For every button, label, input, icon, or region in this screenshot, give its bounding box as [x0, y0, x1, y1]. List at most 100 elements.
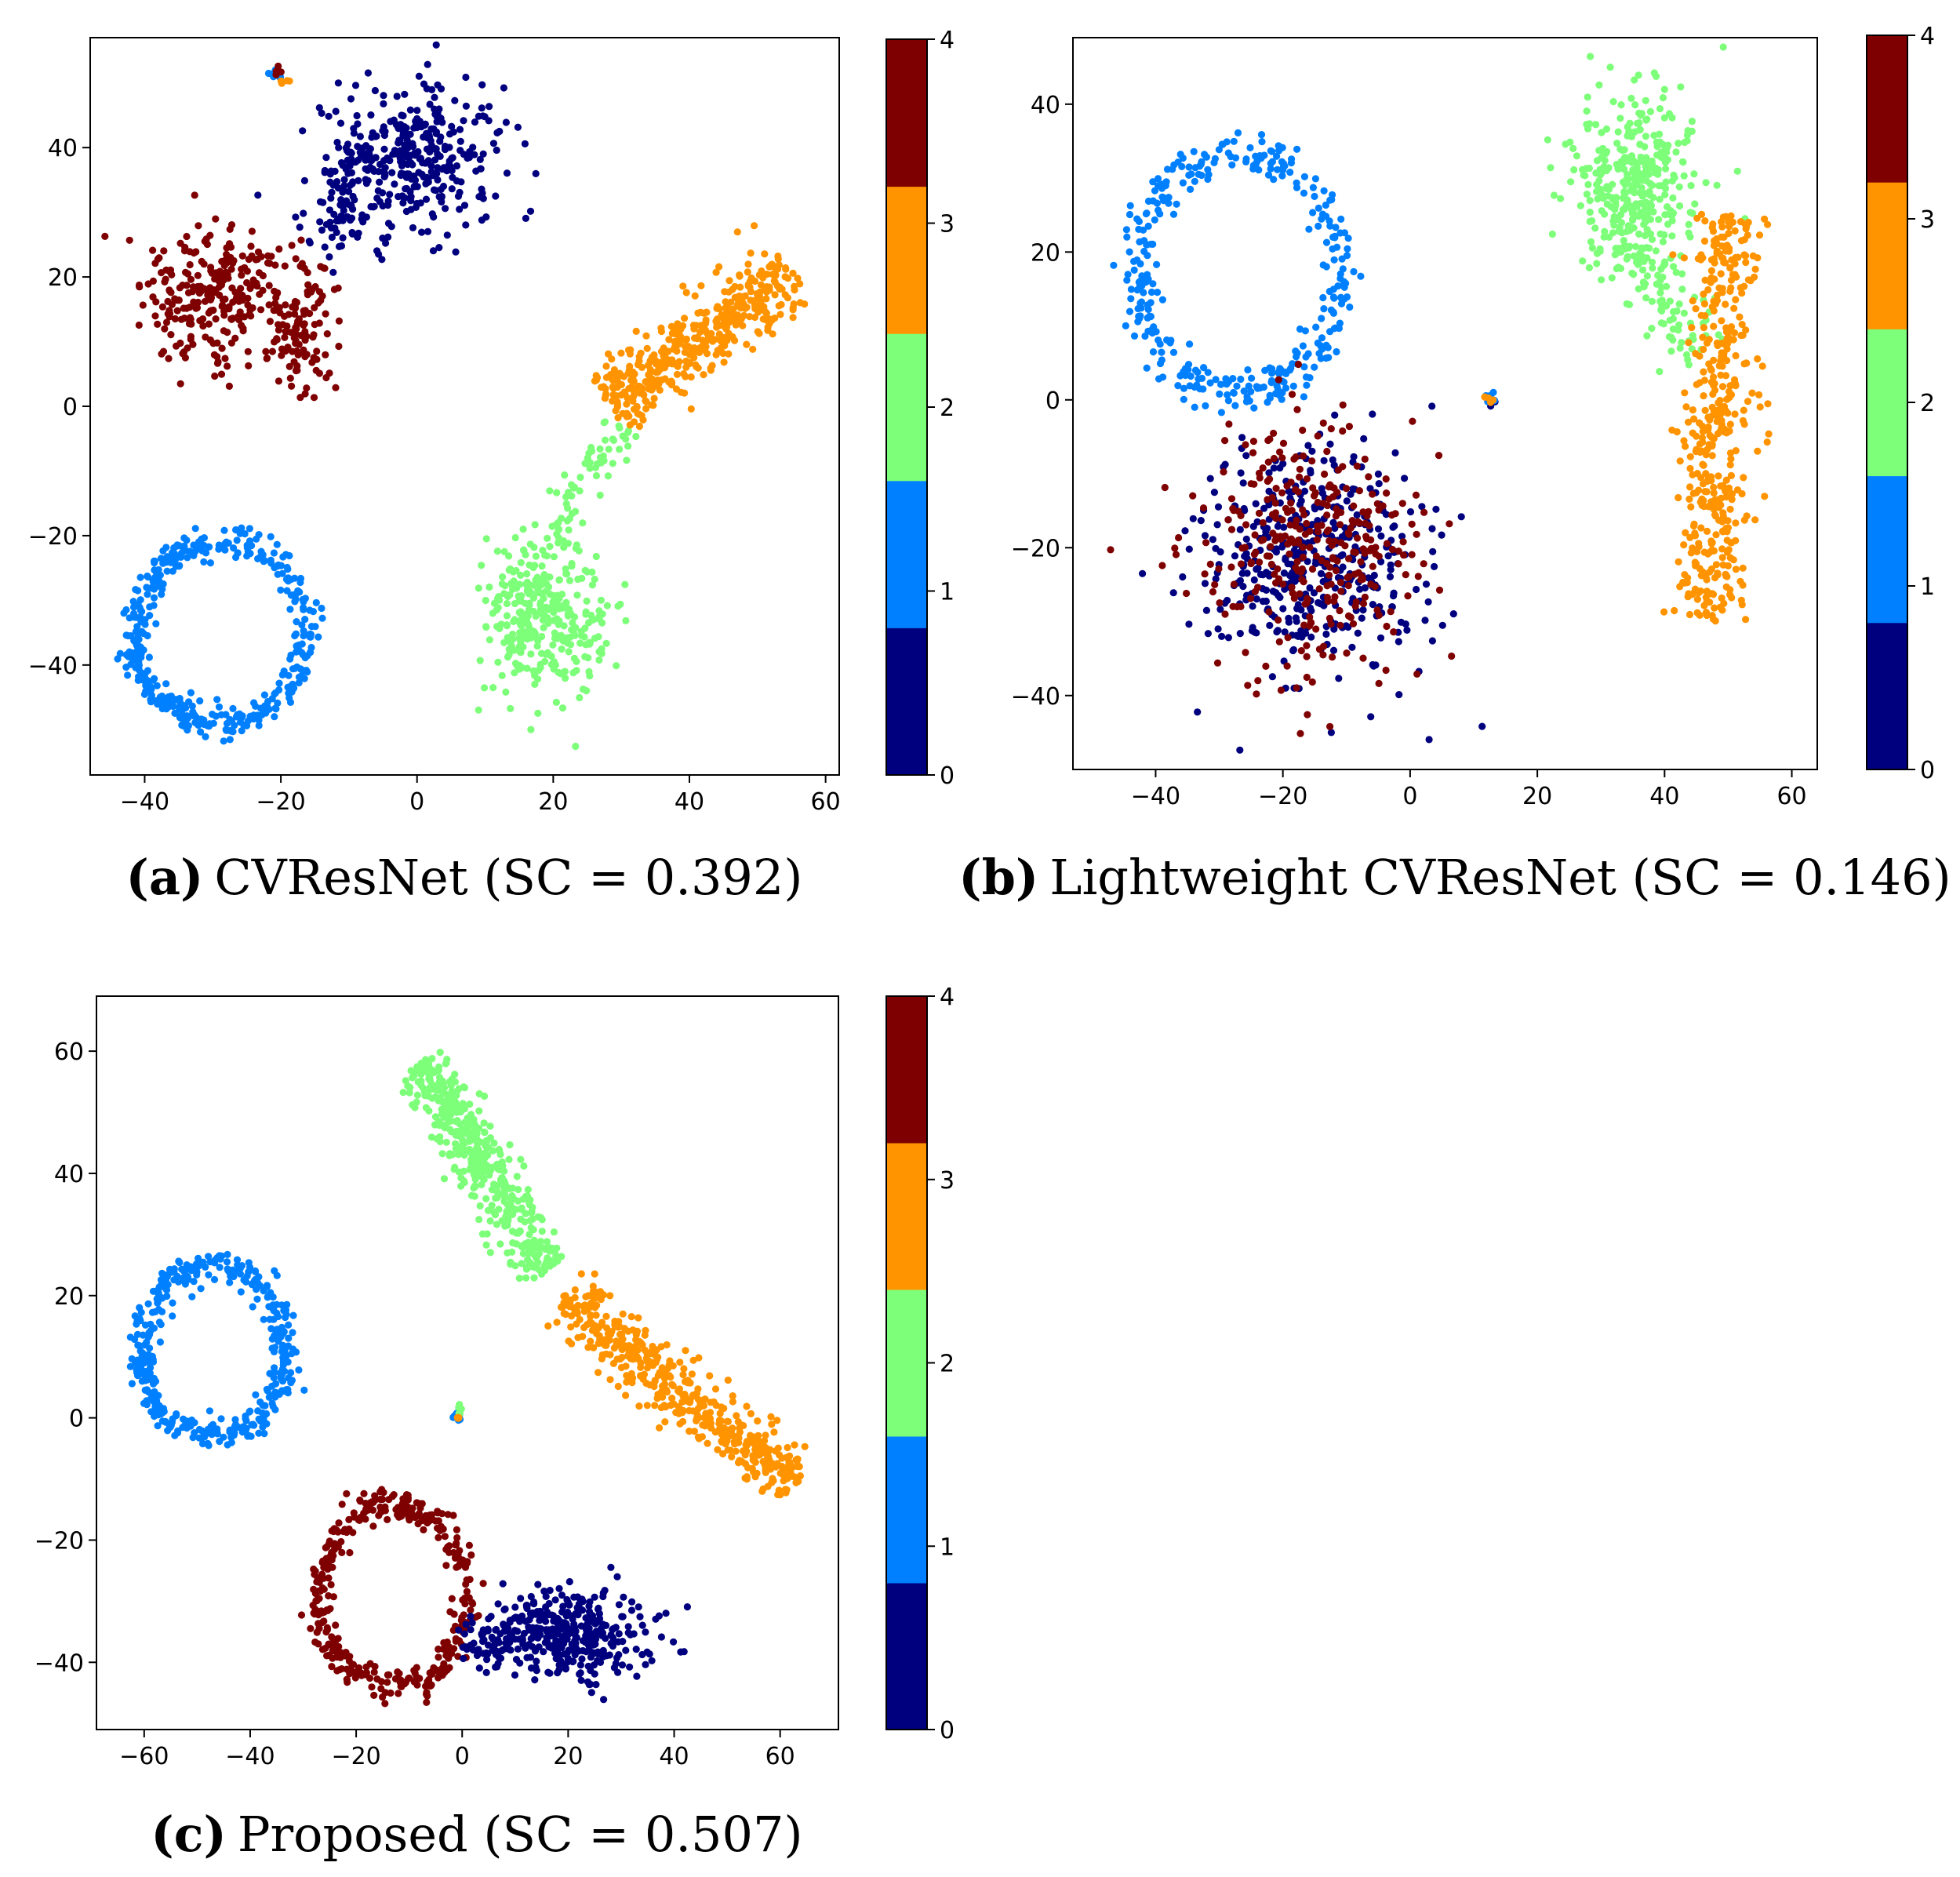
scatter-point-class-4 [1387, 608, 1395, 616]
scatter-point-class-2 [586, 464, 594, 472]
scatter-point-class-2 [1660, 85, 1668, 93]
scatter-point-class-0 [1285, 618, 1293, 626]
scatter-point-class-4 [1319, 642, 1328, 650]
scatter-point-class-4 [176, 284, 184, 292]
scatter-point-class-4 [273, 335, 281, 343]
scatter-point-class-2 [451, 1163, 459, 1171]
scatter-point-class-1 [275, 679, 283, 687]
scatter-point-class-1 [282, 1386, 290, 1394]
scatter-point-class-0 [296, 224, 304, 231]
scatter-point-class-0 [448, 185, 456, 193]
scatter-point-class-4 [1265, 608, 1273, 616]
scatter-point-class-3 [1707, 477, 1715, 485]
scatter-point-class-4 [263, 355, 271, 362]
scatter-point-class-3 [703, 329, 711, 336]
scatter-point-class-0 [526, 207, 535, 215]
scatter-point-class-2 [538, 562, 546, 570]
scatter-point-class-1 [136, 676, 145, 684]
scatter-point-class-1 [1144, 301, 1151, 309]
scatter-point-class-4 [1327, 620, 1335, 628]
scatter-point-class-4 [254, 248, 263, 256]
scatter-point-class-4 [1357, 558, 1365, 566]
scatter-point-class-3 [1698, 422, 1707, 430]
scatter-point-class-4 [151, 260, 159, 267]
scatter-point-class-2 [555, 534, 563, 542]
scatter-point-class-2 [542, 603, 551, 611]
scatter-point-class-2 [595, 633, 602, 641]
scatter-point-class-1 [1151, 187, 1159, 195]
scatter-point-class-3 [1723, 242, 1731, 249]
scatter-point-class-1 [1137, 304, 1145, 312]
scatter-point-class-2 [438, 1098, 446, 1106]
scatter-point-class-2 [1650, 132, 1658, 140]
scatter-point-class-2 [592, 471, 601, 480]
scatter-point-class-4 [293, 320, 301, 328]
scatter-point-class-2 [1656, 195, 1664, 203]
scatter-point-class-4 [1319, 500, 1327, 507]
scatter-point-class-1 [216, 1264, 224, 1271]
scatter-point-class-1 [260, 1315, 267, 1323]
scatter-point-class-3 [703, 350, 711, 358]
scatter-point-class-1 [208, 1431, 216, 1439]
scatter-point-class-4 [249, 304, 256, 312]
scatter-point-class-4 [1352, 598, 1360, 606]
scatter-point-class-4 [1388, 545, 1396, 554]
scatter-point-class-0 [1237, 469, 1245, 477]
scatter-point-class-0 [1210, 489, 1218, 497]
scatter-point-class-3 [717, 337, 725, 345]
scatter-point-class-1 [1240, 387, 1248, 395]
scatter-point-class-1 [274, 562, 282, 570]
scatter-point-class-3 [715, 263, 723, 271]
scatter-point-class-0 [479, 112, 487, 120]
scatter-point-class-4 [224, 275, 232, 282]
scatter-point-class-2 [489, 1147, 497, 1155]
scatter-point-class-3 [1728, 496, 1736, 504]
scatter-point-class-4 [1278, 516, 1286, 524]
scatter-point-class-2 [1690, 170, 1698, 178]
scatter-point-class-3 [1740, 516, 1748, 524]
scatter-point-class-0 [335, 144, 343, 151]
scatter-point-class-3 [762, 295, 770, 303]
scatter-point-class-2 [534, 709, 542, 718]
scatter-point-class-1 [1154, 289, 1162, 296]
scatter-point-class-0 [438, 198, 445, 206]
scatter-point-class-2 [539, 616, 547, 624]
scatter-point-class-3 [1724, 517, 1732, 525]
scatter-point-class-4 [265, 282, 273, 289]
scatter-point-class-4 [1272, 515, 1280, 522]
scatter-point-class-2 [526, 540, 534, 548]
scatter-point-class-2 [1675, 183, 1683, 191]
scatter-point-class-1 [230, 544, 238, 552]
scatter-point-class-1 [155, 1305, 162, 1314]
scatter-point-class-0 [1282, 555, 1289, 564]
scatter-point-class-0 [1428, 402, 1436, 410]
y-tick-label: 0 [63, 394, 78, 421]
scatter-point-class-0 [337, 242, 346, 250]
scatter-point-class-3 [696, 328, 704, 336]
scatter-point-class-0 [1236, 526, 1244, 533]
scatter-point-class-1 [1344, 245, 1351, 253]
scatter-point-class-2 [549, 641, 557, 649]
scatter-point-class-1 [145, 653, 153, 661]
scatter-point-class-3 [625, 413, 633, 420]
scatter-point-class-4 [248, 227, 256, 235]
scatter-point-class-2 [1593, 187, 1601, 195]
scatter-point-class-2 [489, 684, 497, 692]
scatter-point-class-4 [1242, 649, 1249, 657]
scatter-point-class-0 [1320, 457, 1328, 464]
scatter-point-class-2 [576, 487, 584, 495]
scatter-point-class-3 [755, 271, 763, 279]
scatter-point-class-1 [1190, 147, 1198, 155]
scatter-point-class-0 [1269, 587, 1277, 595]
scatter-point-class-3 [1730, 304, 1738, 312]
scatter-point-class-3 [700, 371, 707, 379]
scatter-point-class-2 [1656, 289, 1664, 296]
scatter-point-class-1 [1174, 382, 1182, 390]
scatter-point-class-1 [1204, 369, 1212, 376]
colorbar-segment-3 [1867, 182, 1907, 329]
scatter-point-class-2 [512, 566, 520, 575]
scatter-point-class-1 [252, 702, 260, 711]
scatter-point-class-1 [1334, 282, 1342, 290]
scatter-point-class-4 [176, 380, 184, 387]
